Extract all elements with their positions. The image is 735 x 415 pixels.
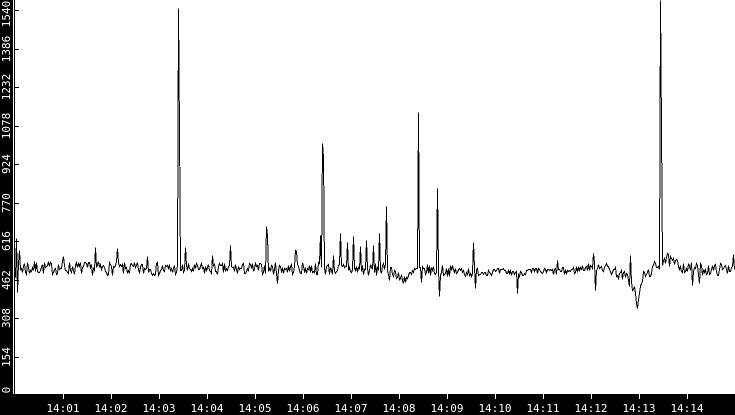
x-axis-labels: 14:01 14:02 14:03 14:04 14:05 14:06 14:07 14:08… [46,402,703,415]
x-tick-label: 14:04 [190,402,223,415]
y-axis-labels: 0 154 308 462 616 770 924 1078 1232 1386 1540 [0,1,13,394]
x-tick [639,394,640,399]
x-tick-label: 14:12 [574,402,607,415]
x-axis-ticks [63,394,688,399]
x-tick-label: 14:11 [526,402,559,415]
y-tick-label: 1386 [0,36,13,63]
y-tick-label: 1078 [0,113,13,140]
x-tick-label: 14:10 [478,402,511,415]
y-axis-line [14,0,15,394]
y-tick [14,318,19,319]
x-tick-label: 14:03 [142,402,175,415]
y-tick-label: 1540 [0,1,13,28]
x-tick [543,394,544,399]
y-tick [14,49,19,50]
y-tick [14,395,19,396]
y-tick-label: 770 [0,193,13,213]
x-tick-label: 14:09 [430,402,463,415]
x-tick [255,394,256,399]
x-tick [687,394,688,399]
y-tick-label: 924 [0,154,13,174]
y-tick-label: 1232 [0,74,13,101]
x-tick [447,394,448,399]
y-tick [14,203,19,204]
signal-line [15,0,735,309]
y-tick-label: 616 [0,231,13,251]
y-tick-label: 0 [0,387,13,394]
x-tick [495,394,496,399]
y-tick [14,10,19,11]
x-tick [207,394,208,399]
y-tick [14,87,19,88]
x-tick [63,394,64,399]
x-tick [303,394,304,399]
x-tick-label: 14:01 [46,402,79,415]
y-tick-label: 308 [0,308,13,328]
x-tick [111,394,112,399]
x-tick [399,394,400,399]
x-tick-label: 14:05 [238,402,271,415]
x-tick [351,394,352,399]
x-tick-label: 14:07 [334,402,367,415]
x-tick-label: 14:13 [622,402,655,415]
y-tick [14,357,19,358]
x-tick-label: 14:14 [670,402,703,415]
y-tick-label: 462 [0,270,13,290]
x-tick-label: 14:02 [94,402,127,415]
y-tick [14,126,19,127]
y-tick-label: 154 [0,347,13,367]
y-tick [14,280,19,281]
x-tick [159,394,160,399]
x-tick-label: 14:08 [382,402,415,415]
x-axis-bar [0,394,735,415]
y-tick [14,164,19,165]
y-axis-bar [0,0,13,415]
x-tick [591,394,592,399]
x-tick-label: 14:06 [286,402,319,415]
y-axis-ticks [14,10,19,396]
